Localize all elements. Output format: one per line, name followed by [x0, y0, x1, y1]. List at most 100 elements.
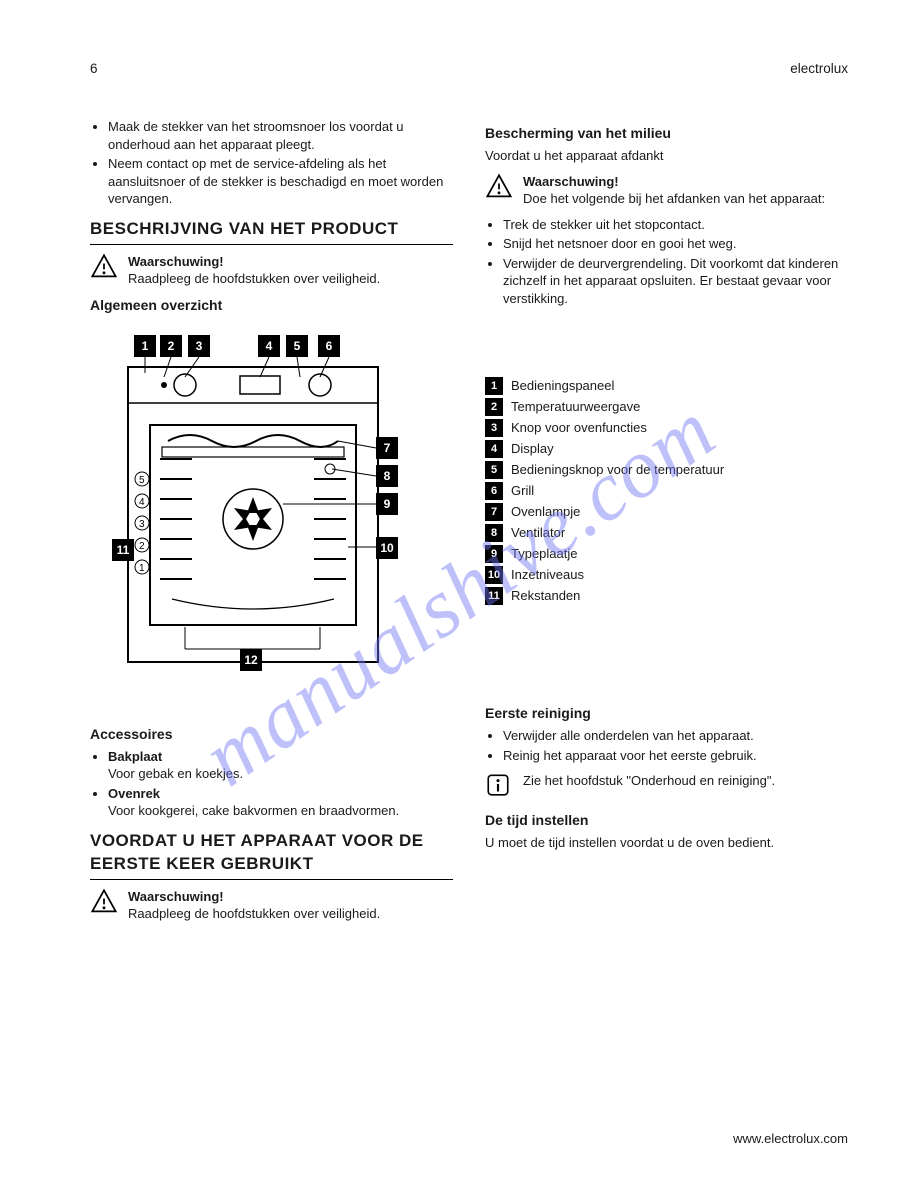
callout-9: 9 [376, 493, 398, 515]
diagram-legend: 1 Bedieningspaneel 2 Temperatuurweergave 3… [485, 377, 848, 605]
warning-icon [485, 173, 513, 206]
product-description-title: BESCHRIJVING VAN HET PRODUCT [90, 218, 453, 245]
info-note: Zie het hoofdstuk "Onderhoud en reinigin… [485, 772, 848, 803]
legend-num: 6 [485, 482, 503, 500]
callout-4: 4 [258, 335, 280, 357]
svg-text:2: 2 [139, 541, 145, 552]
list-item: Trek de stekker uit het stopcontact. [503, 216, 848, 234]
callout-11: 11 [112, 539, 134, 561]
legend-text: Display [511, 440, 848, 458]
set-time-title: De tijd instellen [485, 811, 848, 830]
set-time-text: U moet de tijd instellen voordat u de ov… [485, 834, 848, 852]
legend-item: 4 Display [485, 440, 848, 458]
callout-2: 2 [160, 335, 182, 357]
legend-item: 3 Knop voor ovenfuncties [485, 419, 848, 437]
list-item: Maak de stekker van het stroomsnoer los … [108, 118, 453, 153]
legend-text: Grill [511, 482, 848, 500]
accessory-sub: Voor kookgerei, cake bakvormen en braadv… [108, 803, 399, 818]
legend-num: 7 [485, 503, 503, 521]
page-header: 6 electrolux [90, 60, 848, 78]
legend-text: Bedieningsknop voor de temperatuur [511, 461, 848, 479]
list-item: Verwijder de deurvergrendeling. Dit voor… [503, 255, 848, 308]
initial-clean-title: Eerste reiniging [485, 704, 848, 723]
list-item: Verwijder alle onderdelen van het appara… [503, 727, 848, 745]
list-item: Reinig het apparaat voor het eerste gebr… [503, 747, 848, 765]
accessories-list: Bakplaat Voor gebak en koekjes. Ovenrek … [90, 748, 453, 820]
list-item: Ovenrek Voor kookgerei, cake bakvormen e… [108, 785, 453, 820]
warning-block-2: Waarschuwing! Raadpleeg de hoofdstukken … [90, 888, 453, 923]
legend-item: 8 Ventilator [485, 524, 848, 542]
legend-text: Inzetniveaus [511, 566, 848, 584]
warning-icon [90, 253, 118, 286]
legend-num: 2 [485, 398, 503, 416]
warning-label: Waarschuwing! [128, 889, 224, 904]
page-number: 6 [90, 60, 98, 78]
legend-item: 5 Bedieningsknop voor de temperatuur [485, 461, 848, 479]
legend-item: 6 Grill [485, 482, 848, 500]
warning-icon [90, 888, 118, 921]
legend-text: Knop voor ovenfuncties [511, 419, 848, 437]
right-column: Bescherming van het milieu Voordat u het… [485, 118, 848, 931]
legend-item: 11 Rekstanden [485, 587, 848, 605]
legend-item: 9 Typeplaatje [485, 545, 848, 563]
callout-7: 7 [376, 437, 398, 459]
legend-num: 3 [485, 419, 503, 437]
warning-text: Waarschuwing! Raadpleeg de hoofdstukken … [128, 888, 380, 923]
info-text: Zie het hoofdstuk "Onderhoud en reinigin… [523, 772, 775, 790]
env-warning: Waarschuwing! Doe het volgende bij het a… [485, 173, 848, 208]
warning-body: Doe het volgende bij het afdanken van he… [523, 190, 825, 208]
env-para: Voordat u het apparaat afdankt [485, 147, 848, 165]
env-title: Bescherming van het milieu [485, 124, 848, 143]
legend-item: 10Inzetniveaus [485, 566, 848, 584]
svg-text:1: 1 [139, 563, 145, 574]
warning-body: Raadpleeg de hoofdstukken over veilighei… [128, 270, 380, 288]
accessory-sub: Voor gebak en koekjes. [108, 766, 243, 781]
svg-text:4: 4 [139, 497, 145, 508]
env-bullets: Trek de stekker uit het stopcontact. Sni… [485, 216, 848, 308]
list-item: Neem contact op met de service-afdeling … [108, 155, 453, 208]
brand: electrolux [790, 60, 848, 78]
warning-label: Waarschuwing! [128, 254, 224, 269]
callout-12: 12 [240, 649, 262, 671]
legend-num: 5 [485, 461, 503, 479]
legend-item: 7 Ovenlampje [485, 503, 848, 521]
legend-num: 11 [485, 587, 503, 605]
legend-text: Rekstanden [511, 587, 848, 605]
svg-text:3: 3 [139, 519, 145, 530]
footer-url: www.electrolux.com [733, 1130, 848, 1148]
svg-text:5: 5 [139, 475, 145, 486]
callout-6: 6 [318, 335, 340, 357]
overview-title: Algemeen overzicht [90, 296, 453, 315]
callout-1: 1 [134, 335, 156, 357]
warning-text: Waarschuwing! Doe het volgende bij het a… [523, 173, 825, 208]
list-item: Bakplaat Voor gebak en koekjes. [108, 748, 453, 783]
oven-diagram: 5 4 3 2 1 1 [90, 329, 430, 709]
warning-text: Waarschuwing! Raadpleeg de hoofdstukken … [128, 253, 380, 288]
accessory-name: Bakplaat [108, 749, 162, 764]
list-item: Snijd het netsnoer door en gooi het weg. [503, 235, 848, 253]
legend-text: Temperatuurweergave [511, 398, 848, 416]
legend-num: 8 [485, 524, 503, 542]
legend-text: Bedieningspaneel [511, 377, 848, 395]
legend-item: 2 Temperatuurweergave [485, 398, 848, 416]
callout-10: 10 [376, 537, 398, 559]
warning-block: Waarschuwing! Raadpleeg de hoofdstukken … [90, 253, 453, 288]
callout-3: 3 [188, 335, 210, 357]
content-columns: Maak de stekker van het stroomsnoer los … [90, 118, 848, 931]
legend-num: 4 [485, 440, 503, 458]
legend-num: 9 [485, 545, 503, 563]
warning-label: Waarschuwing! [523, 174, 619, 189]
accessory-name: Ovenrek [108, 786, 160, 801]
left-column: Maak de stekker van het stroomsnoer los … [90, 118, 453, 931]
legend-text: Ovenlampje [511, 503, 848, 521]
initial-clean-list: Verwijder alle onderdelen van het appara… [485, 727, 848, 764]
warning-body: Raadpleeg de hoofdstukken over veilighei… [128, 905, 380, 923]
legend-text: Typeplaatje [511, 545, 848, 563]
callout-5: 5 [286, 335, 308, 357]
legend-num: 1 [485, 377, 503, 395]
intro-bullets: Maak de stekker van het stroomsnoer los … [90, 118, 453, 208]
legend-item: 1 Bedieningspaneel [485, 377, 848, 395]
legend-text: Ventilator [511, 524, 848, 542]
info-icon [485, 772, 513, 803]
callout-8: 8 [376, 465, 398, 487]
